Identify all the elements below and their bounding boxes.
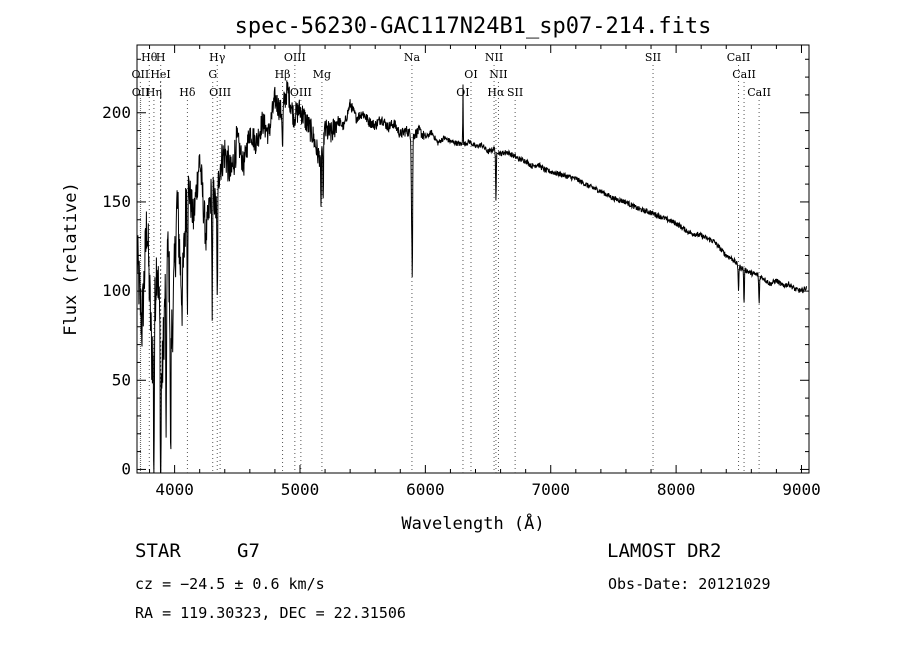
object-class: STAR (135, 540, 181, 562)
chart-title: spec-56230-GAC117N24B1_sp07-214.fits (235, 14, 712, 39)
line-marker-label: Hη (146, 86, 162, 99)
y-tick-label: 100 (102, 281, 131, 300)
line-marker-label: Hθ (141, 51, 158, 64)
line-marker-label: OIII (209, 86, 231, 99)
coordinates: RA = 119.30323, DEC = 22.31506 (135, 604, 406, 622)
line-marker-label: HeI (150, 68, 170, 81)
line-marker-label: CaII (727, 51, 751, 64)
y-tick-label: 200 (102, 103, 131, 122)
line-marker-label: NII (485, 51, 503, 64)
line-marker-label: OI (464, 68, 477, 81)
line-marker-label: Hβ (275, 68, 291, 81)
line-marker-label: G (208, 68, 217, 81)
line-marker-label: NII (489, 68, 507, 81)
x-axis-label: Wavelength (Å) (401, 512, 544, 534)
line-marker-label: OII (132, 86, 150, 99)
line-marker-label: SII (507, 86, 523, 99)
spectrum-line (136, 80, 807, 474)
line-marker-label: CaII (747, 86, 771, 99)
line-marker-label: OIII (290, 86, 312, 99)
x-tick-label: 4000 (155, 480, 194, 499)
x-tick-label: 6000 (406, 480, 445, 499)
line-marker-label: Hδ (179, 86, 196, 99)
object-subclass: G7 (237, 540, 260, 562)
y-axis-label: Flux (relative) (61, 182, 81, 336)
obs-date: Obs-Date: 20121029 (608, 575, 771, 593)
line-marker-label: OIII (284, 51, 306, 64)
survey-name: LAMOST DR2 (607, 540, 722, 562)
line-marker-label: CaII (732, 68, 756, 81)
line-marker-label: H (156, 51, 166, 64)
line-marker-label: SII (645, 51, 661, 64)
y-tick-label: 150 (102, 192, 131, 211)
line-marker-label: Hα (487, 86, 505, 99)
x-tick-label: 9000 (782, 480, 821, 499)
line-marker-label: Hγ (209, 51, 226, 64)
x-tick-label: 5000 (281, 480, 320, 499)
axis-ticks: 4000 5000 6000 7000 8000 9000 0 50 100 150 200 (102, 45, 821, 499)
y-tick-label: 0 (121, 459, 131, 478)
redshift-value: cz = −24.5 ± 0.6 km/s (135, 575, 325, 593)
x-tick-label: 7000 (531, 480, 570, 499)
plot-frame (136, 44, 810, 474)
y-tick-label: 50 (112, 370, 131, 389)
line-marker-label: Mg (313, 68, 331, 81)
line-marker-label: OII (132, 68, 150, 81)
x-tick-label: 8000 (657, 480, 696, 499)
line-marker-label: Na (404, 51, 421, 64)
